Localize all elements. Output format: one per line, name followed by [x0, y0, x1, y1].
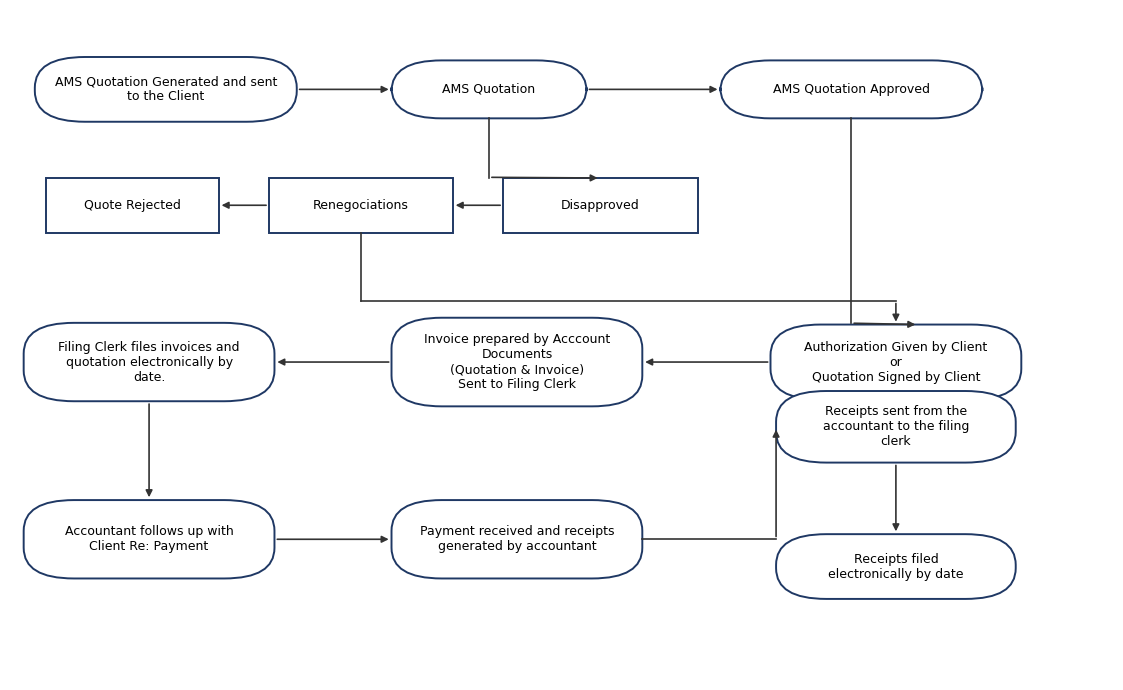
FancyBboxPatch shape — [770, 324, 1021, 400]
FancyBboxPatch shape — [776, 534, 1015, 599]
Text: Authorization Given by Client
or
Quotation Signed by Client: Authorization Given by Client or Quotati… — [804, 341, 987, 384]
Bar — [503, 178, 699, 233]
Text: Accountant follows up with
Client Re: Payment: Accountant follows up with Client Re: Pa… — [65, 525, 234, 553]
Text: Filing Clerk files invoices and
quotation electronically by
date.: Filing Clerk files invoices and quotatio… — [58, 341, 240, 384]
Text: Disapproved: Disapproved — [562, 199, 640, 212]
Text: Receipts filed
electronically by date: Receipts filed electronically by date — [828, 553, 964, 580]
Text: Receipts sent from the
accountant to the filing
clerk: Receipts sent from the accountant to the… — [823, 405, 969, 448]
Text: AMS Quotation: AMS Quotation — [442, 83, 536, 96]
FancyBboxPatch shape — [720, 61, 983, 119]
FancyBboxPatch shape — [24, 500, 274, 578]
Bar — [268, 178, 453, 233]
Text: Renegociations: Renegociations — [313, 199, 409, 212]
Text: AMS Quotation Generated and sent
to the Client: AMS Quotation Generated and sent to the … — [55, 75, 277, 103]
Text: Quote Rejected: Quote Rejected — [84, 199, 181, 212]
Text: Payment received and receipts
generated by accountant: Payment received and receipts generated … — [420, 525, 614, 553]
Text: Invoice prepared by Acccount
Documents
(Quotation & Invoice)
Sent to Filing Cler: Invoice prepared by Acccount Documents (… — [423, 333, 610, 391]
FancyBboxPatch shape — [35, 57, 296, 121]
FancyBboxPatch shape — [392, 61, 586, 119]
FancyBboxPatch shape — [392, 317, 642, 406]
FancyBboxPatch shape — [392, 500, 642, 578]
Bar — [46, 178, 219, 233]
Text: AMS Quotation Approved: AMS Quotation Approved — [773, 83, 930, 96]
FancyBboxPatch shape — [776, 391, 1015, 462]
FancyBboxPatch shape — [24, 323, 274, 402]
